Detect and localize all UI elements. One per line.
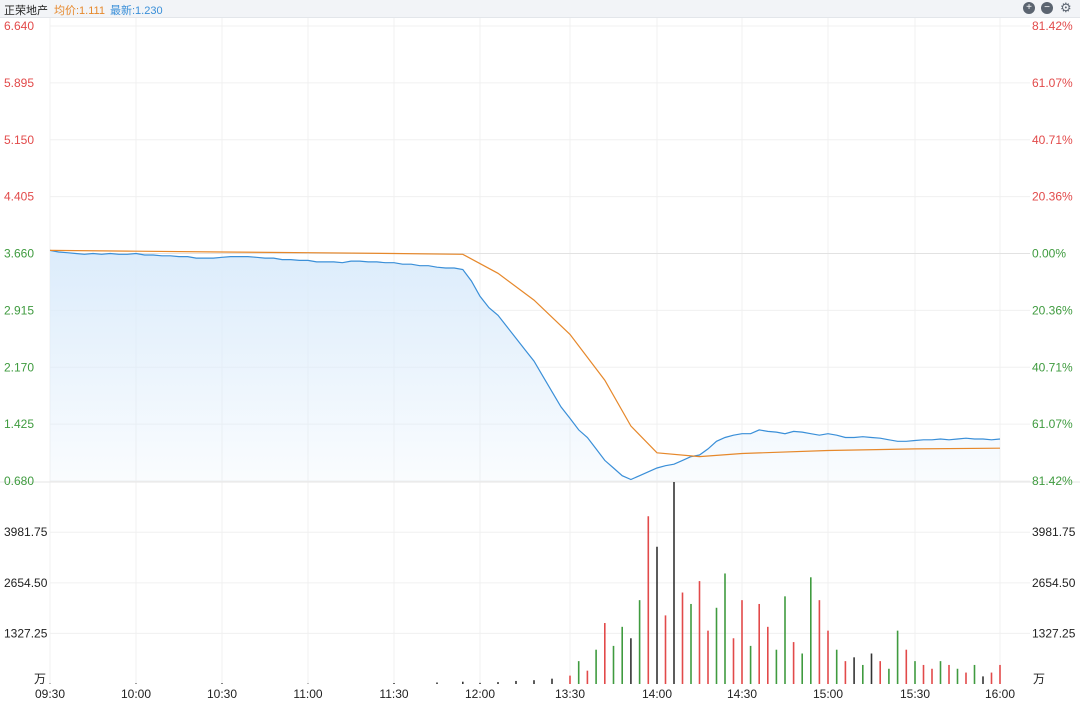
price-tick-label: 0.680 xyxy=(4,474,34,488)
time-tick-label: 10:30 xyxy=(207,687,237,701)
volume-tick-label-right: 1327.25 xyxy=(1032,626,1076,640)
price-tick-label: 2.915 xyxy=(4,303,34,317)
volume-tick-label: 3981.75 xyxy=(4,525,48,539)
chart-header: 正荣地产 均价:1.111 最新:1.230 + − ⚙ xyxy=(0,0,1080,18)
time-tick-label: 13:30 xyxy=(555,687,585,701)
volume-tick-label-right: 2654.50 xyxy=(1032,576,1076,590)
time-tick-label: 16:00 xyxy=(985,687,1015,701)
price-tick-label: 3.660 xyxy=(4,247,34,261)
volume-tick-label-right: 3981.75 xyxy=(1032,525,1076,539)
time-tick-label: 09:30 xyxy=(35,687,65,701)
minus-circle-icon[interactable]: − xyxy=(1041,2,1053,14)
last-price-readout: 最新:1.230 xyxy=(110,5,163,17)
time-tick-label: 14:30 xyxy=(727,687,757,701)
price-tick-label: 1.425 xyxy=(4,417,34,431)
time-tick-label: 15:00 xyxy=(813,687,843,701)
percent-tick-label: 40.71% xyxy=(1032,133,1073,147)
percent-tick-label: 61.07% xyxy=(1032,417,1073,431)
price-tick-label: 4.405 xyxy=(4,190,34,204)
percent-tick-label: 20.36% xyxy=(1032,303,1073,317)
time-tick-label: 10:00 xyxy=(121,687,151,701)
avg-series-line xyxy=(49,249,1001,458)
price-tick-label: 2.170 xyxy=(4,360,34,374)
volume-unit-label-right: 万 xyxy=(1033,672,1045,686)
avg-price-readout: 均价:1.111 xyxy=(54,5,105,17)
gear-icon[interactable]: ⚙ xyxy=(1060,0,1072,15)
percent-tick-label: 0.00% xyxy=(1032,247,1066,261)
time-tick-label: 11:00 xyxy=(293,687,322,701)
percent-tick-label: 61.07% xyxy=(1032,76,1073,90)
time-tick-label: 15:30 xyxy=(900,687,930,701)
plus-circle-icon[interactable]: + xyxy=(1023,2,1035,14)
price-tick-label: 5.895 xyxy=(4,76,34,90)
percent-tick-label: 81.42% xyxy=(1032,474,1073,488)
volume-unit-label: 万 xyxy=(34,672,46,686)
volume-tick-label: 2654.50 xyxy=(4,576,48,590)
price-area-fill xyxy=(50,250,1000,481)
stock-name: 正荣地产 xyxy=(4,5,48,17)
price-tick-label: 5.150 xyxy=(4,133,34,147)
percent-tick-label: 20.36% xyxy=(1032,190,1073,204)
time-tick-label: 12:00 xyxy=(465,687,495,701)
price-series-line xyxy=(49,249,1001,481)
volume-tick-label: 1327.25 xyxy=(4,626,48,640)
time-tick-label: 14:00 xyxy=(642,687,672,701)
percent-tick-label: 40.71% xyxy=(1032,360,1073,374)
percent-tick-label: 81.42% xyxy=(1032,19,1073,33)
price-tick-label: 6.640 xyxy=(4,19,34,33)
time-tick-label: 11:30 xyxy=(379,687,408,701)
